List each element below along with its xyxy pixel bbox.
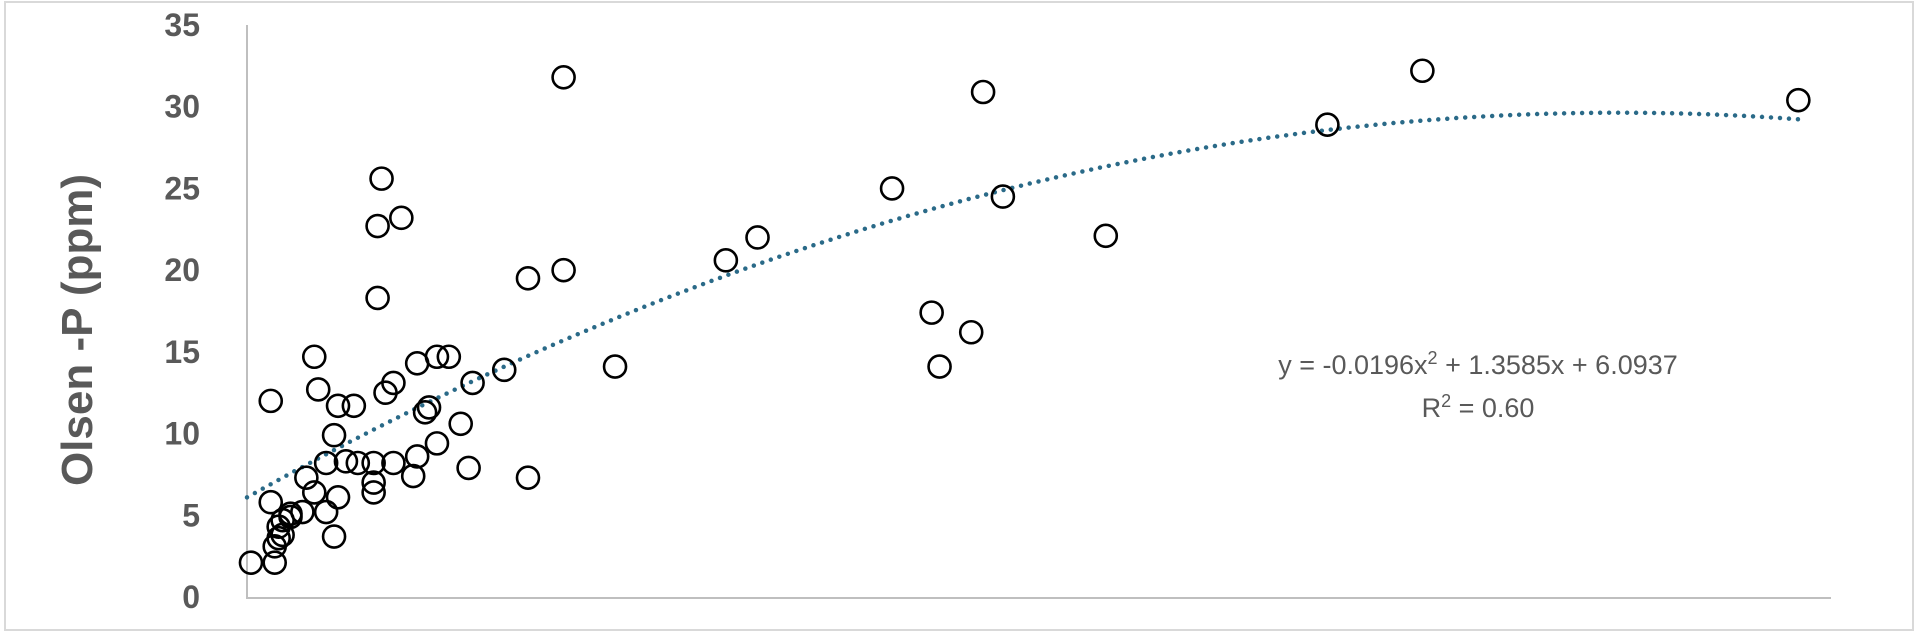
data-point: [262, 550, 288, 575]
y-tick-label: 35: [164, 7, 200, 43]
data-point: [365, 285, 390, 311]
y-tick-label: 5: [182, 497, 200, 533]
data-point: [361, 480, 386, 505]
data-point: [325, 485, 351, 510]
data-point: [290, 499, 315, 525]
data-point: [258, 388, 284, 414]
data-point: [1410, 58, 1435, 84]
data-point: [301, 480, 327, 505]
r2-main: R: [1422, 393, 1442, 423]
data-point: [456, 455, 481, 481]
data-point: [448, 411, 474, 437]
data-point: [266, 525, 291, 551]
data-point: [369, 166, 394, 191]
data-point: [381, 370, 406, 396]
data-point: [436, 344, 462, 370]
r2-sup: 2: [1441, 391, 1451, 411]
y-tick-label: 0: [182, 579, 200, 615]
y-tick-label: 10: [164, 416, 200, 452]
data-point: [990, 184, 1016, 209]
y-tick-labels: 0 5 10 15 20 25 30 35: [164, 7, 200, 615]
data-point: [321, 422, 347, 448]
data-point: [321, 524, 347, 549]
equation-rest: + 1.3585x + 6.0937: [1438, 350, 1678, 380]
data-point: [325, 393, 351, 419]
data-point: [927, 354, 952, 379]
data-point: [515, 266, 541, 291]
chart-border: [4, 1, 1914, 631]
data-point: [491, 357, 517, 383]
data-point: [602, 354, 628, 379]
data-point: [1315, 112, 1340, 137]
data-point: [301, 344, 327, 370]
data-point: [365, 213, 390, 239]
data-point: [404, 444, 430, 469]
data-point: [258, 489, 284, 515]
y-tick-label: 20: [164, 252, 200, 288]
data-point: [341, 393, 367, 419]
data-point: [551, 64, 576, 90]
r-squared-label: R2 = 0.60: [1422, 391, 1535, 423]
data-point: [745, 225, 770, 250]
data-point: [313, 450, 339, 476]
data-point: [412, 400, 438, 425]
data-point: [424, 344, 450, 370]
equation-main: y = -0.0196x: [1278, 350, 1428, 380]
data-point: [381, 450, 406, 476]
data-point: [919, 300, 944, 325]
equation-sup: 2: [1428, 348, 1438, 368]
data-point: [361, 450, 386, 476]
data-point: [278, 501, 303, 526]
data-point: [305, 377, 331, 402]
data-point: [400, 463, 426, 489]
trendline-equation: y = -0.0196x2 + 1.3585x + 6.0937: [1278, 348, 1678, 380]
data-point: [294, 465, 319, 490]
data-point: [345, 450, 371, 476]
data-point: [970, 79, 996, 105]
y-tick-label: 15: [164, 334, 200, 370]
y-tick-label: 30: [164, 89, 200, 125]
data-point: [1093, 223, 1119, 249]
data-point: [389, 205, 414, 231]
data-point: [238, 550, 264, 575]
data-point: [333, 449, 359, 474]
data-point: [551, 257, 576, 283]
data-point: [313, 499, 339, 525]
data-point: [879, 176, 905, 201]
y-axis-label: Olsen -P (ppm): [53, 174, 102, 486]
trendline: [244, 110, 1801, 500]
data-points: [238, 58, 1811, 575]
data-point: [713, 248, 739, 273]
data-point: [958, 319, 984, 345]
r2-rest: = 0.60: [1451, 393, 1534, 423]
data-point: [515, 465, 541, 490]
y-tick-label: 25: [164, 170, 200, 206]
data-point: [424, 431, 450, 456]
data-point: [416, 395, 442, 420]
data-point: [361, 470, 386, 495]
data-point: [1786, 87, 1811, 113]
data-point: [460, 370, 485, 396]
